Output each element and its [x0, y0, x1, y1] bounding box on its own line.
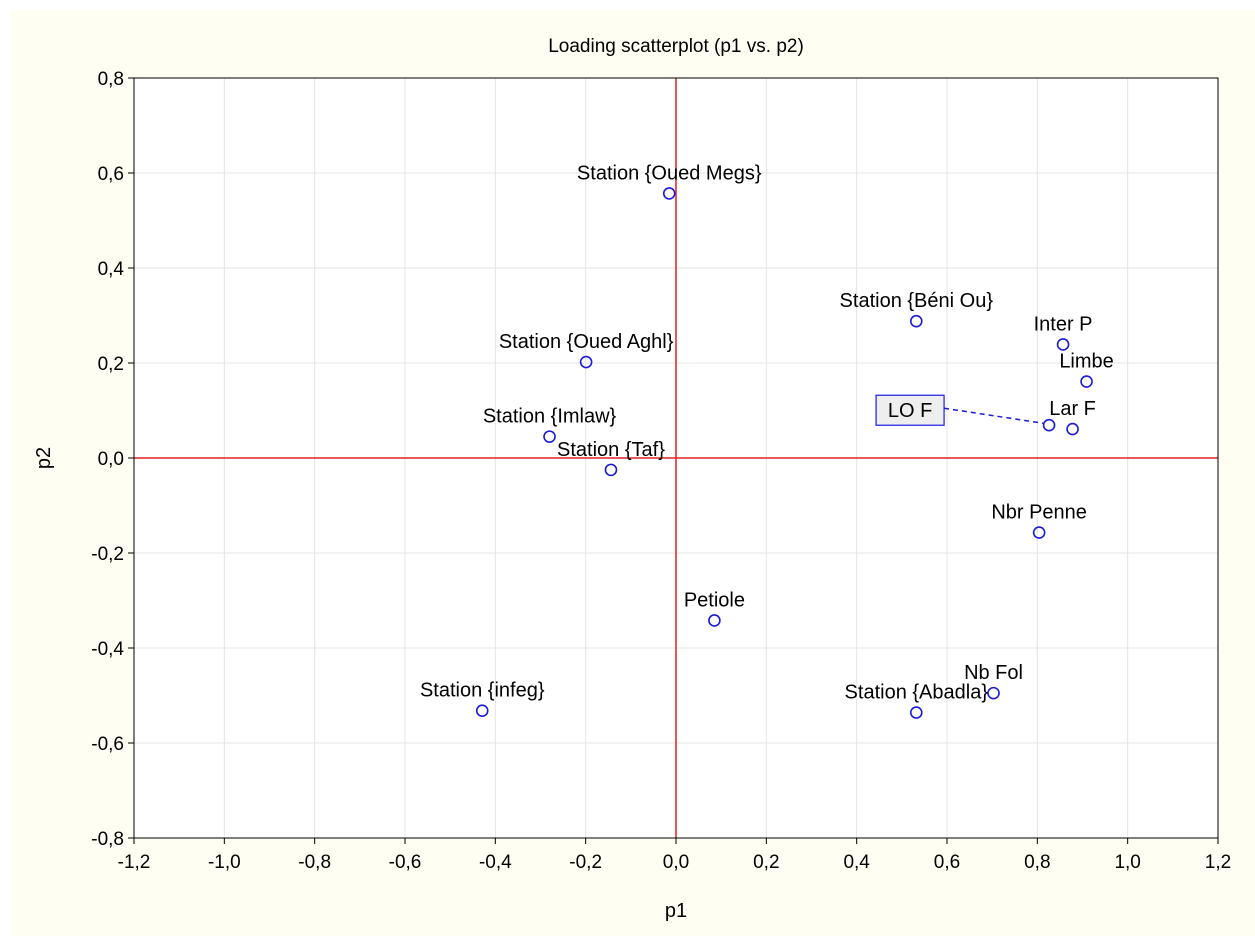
data-points: Station {Oued Megs} Station {Béni Ou} Inte… [420, 162, 1114, 719]
label-leader-line [943, 407, 1044, 424]
data-point-label: Station {Béni Ou} [840, 290, 994, 312]
data-point-marker [1080, 375, 1093, 388]
data-point-marker [987, 686, 1000, 700]
data-point-marker [662, 187, 676, 200]
data-point-marker [708, 614, 721, 627]
data-point-marker [909, 706, 923, 719]
x-tick-label: 0,8 [1024, 852, 1050, 873]
data-point-label: Station {Abadla} [845, 682, 989, 704]
x-tick-label: -1,2 [118, 852, 151, 873]
x-tick-label: 0,2 [753, 852, 779, 873]
data-point-label: Station {Taf} [557, 439, 665, 461]
data-point-marker [543, 430, 556, 443]
y-axis-title: p2 [33, 447, 55, 469]
label-box [875, 394, 945, 426]
data-point-label: Limbe [1059, 351, 1113, 373]
x-tick-label: -0,4 [479, 852, 512, 873]
data-point-label: LO F [888, 400, 932, 422]
x-tick-label: 0,0 [663, 852, 689, 873]
data-point-label: Inter P [1034, 313, 1093, 335]
data-point-label: Station {Oued Aghl} [499, 331, 674, 353]
data-point-marker [1042, 418, 1056, 432]
data-point-label: Station {infeg} [420, 680, 545, 702]
data-point-label: Lar F [1049, 398, 1096, 420]
x-axis-title: p1 [665, 900, 687, 922]
y-tick-label: 0,0 [98, 449, 124, 470]
data-point-marker [604, 463, 618, 477]
data-point-marker [1056, 338, 1070, 351]
data-point-label: Station {Oued Megs} [577, 162, 762, 184]
data-point-marker [579, 355, 593, 369]
y-tick-label: 0,6 [98, 164, 124, 185]
x-tick-label: 1,0 [1114, 852, 1140, 873]
reference-lines [134, 78, 1218, 838]
y-tick-label: -0,2 [91, 544, 124, 565]
data-point-marker [909, 314, 923, 328]
axis-ticks: -1,2 -1,0 -0,8 -0,6 -0,4 -0,2 0,0 0,2 0,4 0,6 0,8 1… [91, 69, 1231, 873]
y-tick-label: 0,2 [98, 354, 124, 375]
x-tick-label: 0,4 [843, 852, 870, 873]
x-tick-label: 1,2 [1205, 852, 1231, 873]
y-tick-label: -0,8 [91, 829, 124, 850]
chart-frame: -1,2 -1,0 -0,8 -0,6 -0,4 -0,2 0,0 0,2 0,4 0,6 0,8 1… [10, 10, 1255, 936]
data-point-marker [475, 704, 489, 718]
y-tick-label: 0,8 [98, 69, 124, 90]
data-point-marker [1066, 422, 1079, 436]
data-point-label: Nbr Penne [991, 502, 1087, 524]
chart-title: Loading scatterplot (p1 vs. p2) [548, 36, 804, 57]
y-tick-label: 0,4 [98, 259, 125, 280]
x-tick-label: -0,6 [389, 852, 422, 873]
y-tick-label: -0,6 [91, 734, 124, 755]
data-point-marker [1032, 526, 1046, 539]
data-point-label: Nb Fol [964, 662, 1023, 684]
x-tick-label: -1,0 [208, 852, 241, 873]
x-tick-label: -0,2 [569, 852, 602, 873]
x-tick-label: 0,6 [934, 852, 960, 873]
y-tick-label: -0,4 [91, 639, 124, 660]
data-point-label: Station {Imlaw} [483, 406, 617, 428]
loading-scatterplot: -1,2 -1,0 -0,8 -0,6 -0,4 -0,2 0,0 0,2 0,4 0,6 0,8 1… [33, 36, 1231, 922]
x-tick-label: -0,8 [298, 852, 331, 873]
data-point-label: Petiole [684, 589, 745, 611]
